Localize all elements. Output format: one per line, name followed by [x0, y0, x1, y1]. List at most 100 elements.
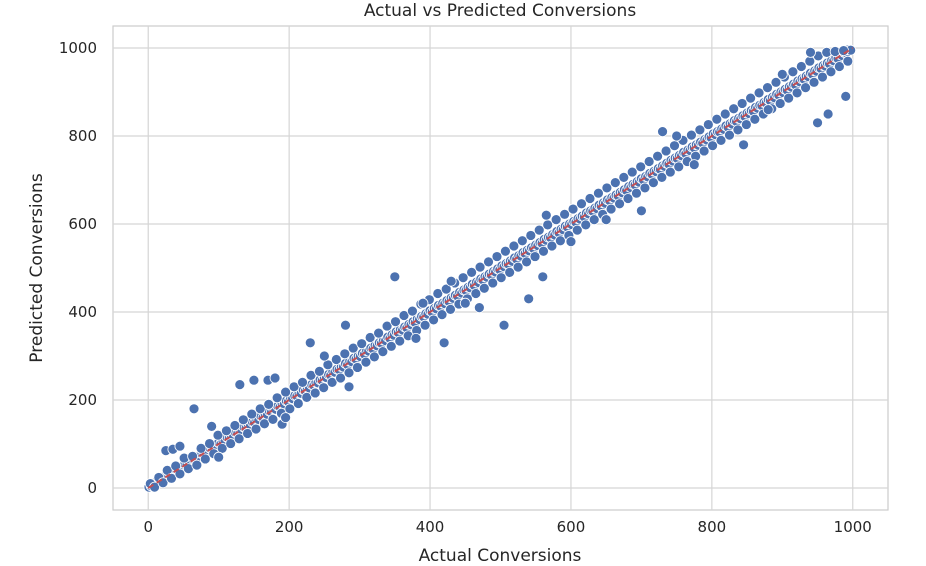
- data-point: [206, 420, 218, 432]
- x-tick-label: 800: [698, 518, 727, 536]
- data-point: [280, 386, 292, 398]
- data-point: [267, 413, 279, 425]
- data-point: [525, 230, 537, 241]
- tick-labels: 0 200 400 600 800 1000 0 200 400 600 800 1000: [59, 39, 872, 536]
- data-point: [233, 433, 245, 445]
- data-point: [199, 453, 211, 465]
- data-point: [445, 303, 456, 315]
- y-tick-label: 0: [87, 479, 97, 497]
- data-point: [686, 129, 697, 141]
- data-point: [204, 438, 215, 449]
- data-point: [540, 209, 552, 221]
- data-point: [719, 108, 731, 120]
- x-tick-label: 600: [557, 518, 586, 536]
- data-point: [601, 182, 613, 194]
- x-axis-label: Actual Conversions: [419, 546, 582, 566]
- data-point: [774, 98, 786, 109]
- data-point: [301, 391, 313, 403]
- grid-lines: [113, 26, 888, 510]
- data-point: [343, 367, 355, 379]
- data-point: [749, 113, 761, 125]
- data-point: [174, 440, 186, 452]
- data-point: [825, 66, 837, 78]
- data-point: [335, 372, 346, 384]
- data-point: [791, 87, 803, 99]
- data-point: [504, 266, 516, 278]
- data-point: [812, 117, 823, 129]
- data-point: [631, 187, 642, 199]
- data-point: [195, 442, 207, 454]
- data-point: [457, 272, 469, 284]
- data-point: [343, 381, 355, 393]
- data-point: [410, 332, 422, 344]
- data-point: [745, 92, 757, 104]
- data-point: [445, 275, 457, 287]
- data-point: [356, 338, 368, 350]
- data-point: [339, 348, 351, 360]
- data-point: [284, 403, 296, 415]
- data-point: [368, 351, 380, 363]
- data-point: [565, 236, 577, 248]
- data-point: [605, 203, 617, 215]
- data-point: [347, 342, 359, 354]
- data-point: [440, 283, 452, 295]
- data-point: [330, 354, 342, 365]
- data-point: [394, 335, 406, 347]
- data-point: [360, 356, 372, 368]
- data-point: [288, 381, 300, 393]
- data-point: [550, 214, 562, 226]
- data-points: [143, 44, 857, 493]
- data-point: [280, 412, 292, 424]
- data-point: [622, 193, 634, 204]
- data-point: [212, 429, 224, 441]
- y-tick-label: 600: [68, 215, 97, 233]
- data-point: [364, 332, 376, 343]
- data-point: [478, 282, 490, 294]
- data-point: [271, 392, 283, 404]
- data-point: [246, 408, 258, 420]
- data-point: [500, 245, 511, 257]
- data-point: [639, 182, 651, 194]
- data-point: [495, 272, 507, 284]
- data-point: [438, 337, 450, 349]
- data-point: [571, 224, 583, 236]
- data-point: [707, 140, 718, 152]
- data-point: [250, 423, 262, 435]
- data-point: [225, 438, 237, 449]
- data-point: [688, 159, 700, 171]
- data-point: [248, 374, 260, 386]
- x-tick-label: 400: [416, 518, 445, 536]
- y-tick-label: 400: [68, 303, 97, 321]
- data-point: [419, 319, 431, 331]
- data-point: [498, 319, 510, 331]
- data-point: [636, 205, 647, 217]
- data-point: [762, 104, 774, 115]
- data-point: [487, 277, 499, 289]
- data-point: [398, 310, 410, 321]
- data-point: [600, 214, 612, 226]
- data-point: [326, 376, 338, 388]
- data-point: [533, 224, 545, 236]
- data-point: [808, 76, 820, 88]
- data-point: [269, 372, 281, 384]
- data-point: [647, 177, 659, 189]
- data-point: [588, 214, 600, 226]
- data-point: [234, 379, 246, 391]
- data-point: [385, 340, 397, 352]
- data-point: [381, 320, 393, 332]
- data-point: [762, 82, 773, 93]
- data-point: [432, 288, 444, 299]
- y-axis-label: Predicted Conversions: [27, 173, 47, 363]
- data-point: [635, 161, 647, 173]
- y-tick-label: 800: [68, 127, 97, 145]
- data-point: [242, 428, 253, 439]
- data-point: [191, 459, 203, 471]
- data-point: [660, 145, 672, 157]
- data-point: [352, 362, 363, 373]
- data-point: [483, 256, 494, 268]
- y-tick-label: 200: [68, 391, 97, 409]
- data-point: [593, 187, 604, 199]
- data-point: [389, 271, 401, 283]
- data-point: [390, 316, 401, 328]
- data-point: [738, 139, 749, 151]
